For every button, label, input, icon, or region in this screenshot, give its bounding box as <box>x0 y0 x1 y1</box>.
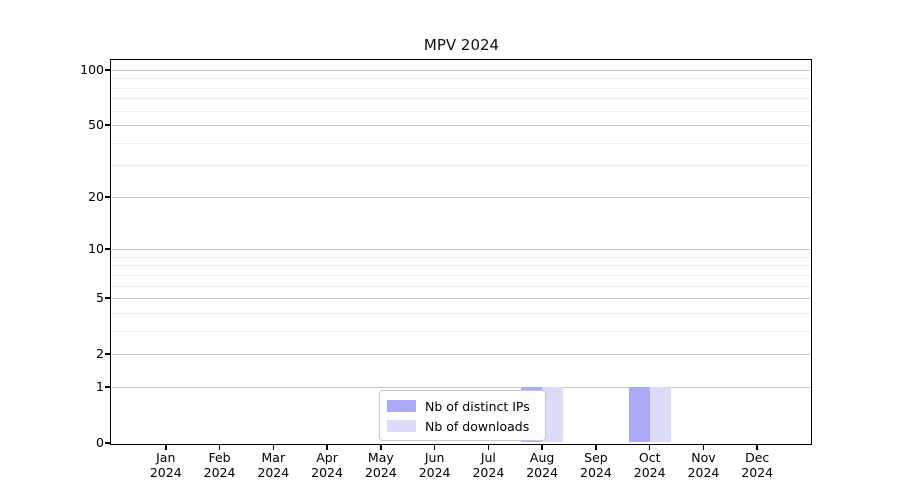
x-tick-label: Sep 2024 <box>580 450 612 480</box>
legend-label: Nb of downloads <box>425 418 530 434</box>
x-tick <box>433 445 436 450</box>
y-tick <box>105 442 110 444</box>
distinct-ips-swatch-icon <box>387 400 416 412</box>
major-gridline <box>112 249 810 251</box>
x-tick-label: Aug 2024 <box>526 450 559 480</box>
major-gridline <box>112 354 810 356</box>
major-gridline <box>112 196 810 198</box>
y-tick-label: 5 <box>96 290 104 306</box>
bar-downloads-oct <box>649 386 671 443</box>
y-tick <box>105 124 110 127</box>
x-tick-label: Oct 2024 <box>633 450 666 480</box>
x-tick <box>272 445 275 450</box>
legend-label: Nb of distinct IPs <box>425 398 530 414</box>
x-tick <box>487 445 490 450</box>
downloads-swatch-icon <box>387 420 416 432</box>
x-tick <box>541 445 543 450</box>
y-tick <box>105 297 110 299</box>
major-gridline <box>112 70 810 71</box>
legend-item-downloads: Nb of downloads <box>380 416 545 436</box>
y-tick-label: 10 <box>88 241 104 257</box>
x-tick-label: Feb 2024 <box>203 450 236 480</box>
y-tick <box>105 69 110 71</box>
minor-gridline <box>112 265 810 267</box>
x-tick <box>702 445 705 450</box>
x-tick-label: Dec 2024 <box>741 450 774 480</box>
bar-distinct-ips-oct <box>628 386 650 443</box>
y-tick-label: 2 <box>96 346 104 362</box>
minor-gridline <box>112 312 810 314</box>
x-tick-label: Jun 2024 <box>418 450 451 480</box>
minor-gridline <box>112 285 810 287</box>
y-tick-label: 50 <box>88 117 104 133</box>
y-tick-label: 100 <box>80 62 104 77</box>
minor-gridline <box>112 78 810 80</box>
minor-gridline <box>112 87 810 89</box>
x-tick-label: May 2024 <box>364 450 397 480</box>
x-tick-label: Apr 2024 <box>311 450 343 480</box>
minor-gridline <box>112 142 810 144</box>
x-tick <box>326 445 328 450</box>
y-tick-label: 20 <box>88 188 104 204</box>
x-tick-label: Nov 2024 <box>687 450 720 480</box>
x-tick <box>218 445 221 450</box>
x-tick-label: Jan 2024 <box>149 450 182 480</box>
y-tick-label: 0 <box>96 435 104 450</box>
minor-gridline <box>112 330 810 332</box>
x-tick <box>380 445 382 450</box>
major-gridline <box>112 125 810 127</box>
minor-gridline <box>112 256 810 258</box>
x-tick <box>595 445 597 450</box>
x-tick <box>648 445 651 450</box>
chart-title: MPV 2024 <box>423 36 500 54</box>
y-tick <box>105 386 110 388</box>
y-tick <box>105 248 110 250</box>
bar-downloads-aug <box>542 386 564 443</box>
legend: Nb of distinct IPs Nb of downloads <box>379 390 546 441</box>
minor-gridline <box>112 98 810 100</box>
x-tick <box>756 445 759 450</box>
x-tick-label: Mar 2024 <box>257 450 290 480</box>
major-gridline <box>112 386 810 388</box>
major-gridline <box>112 298 810 300</box>
minor-gridline <box>112 165 810 167</box>
y-tick <box>105 353 110 355</box>
y-tick-label: 1 <box>96 378 104 394</box>
legend-item-distinct-ips: Nb of distinct IPs <box>380 396 545 416</box>
minor-gridline <box>112 110 810 112</box>
y-tick <box>105 196 110 198</box>
plot-area <box>110 59 812 445</box>
minor-gridline <box>112 274 810 276</box>
x-tick <box>164 445 167 450</box>
x-tick-label: Jul 2024 <box>472 450 505 480</box>
